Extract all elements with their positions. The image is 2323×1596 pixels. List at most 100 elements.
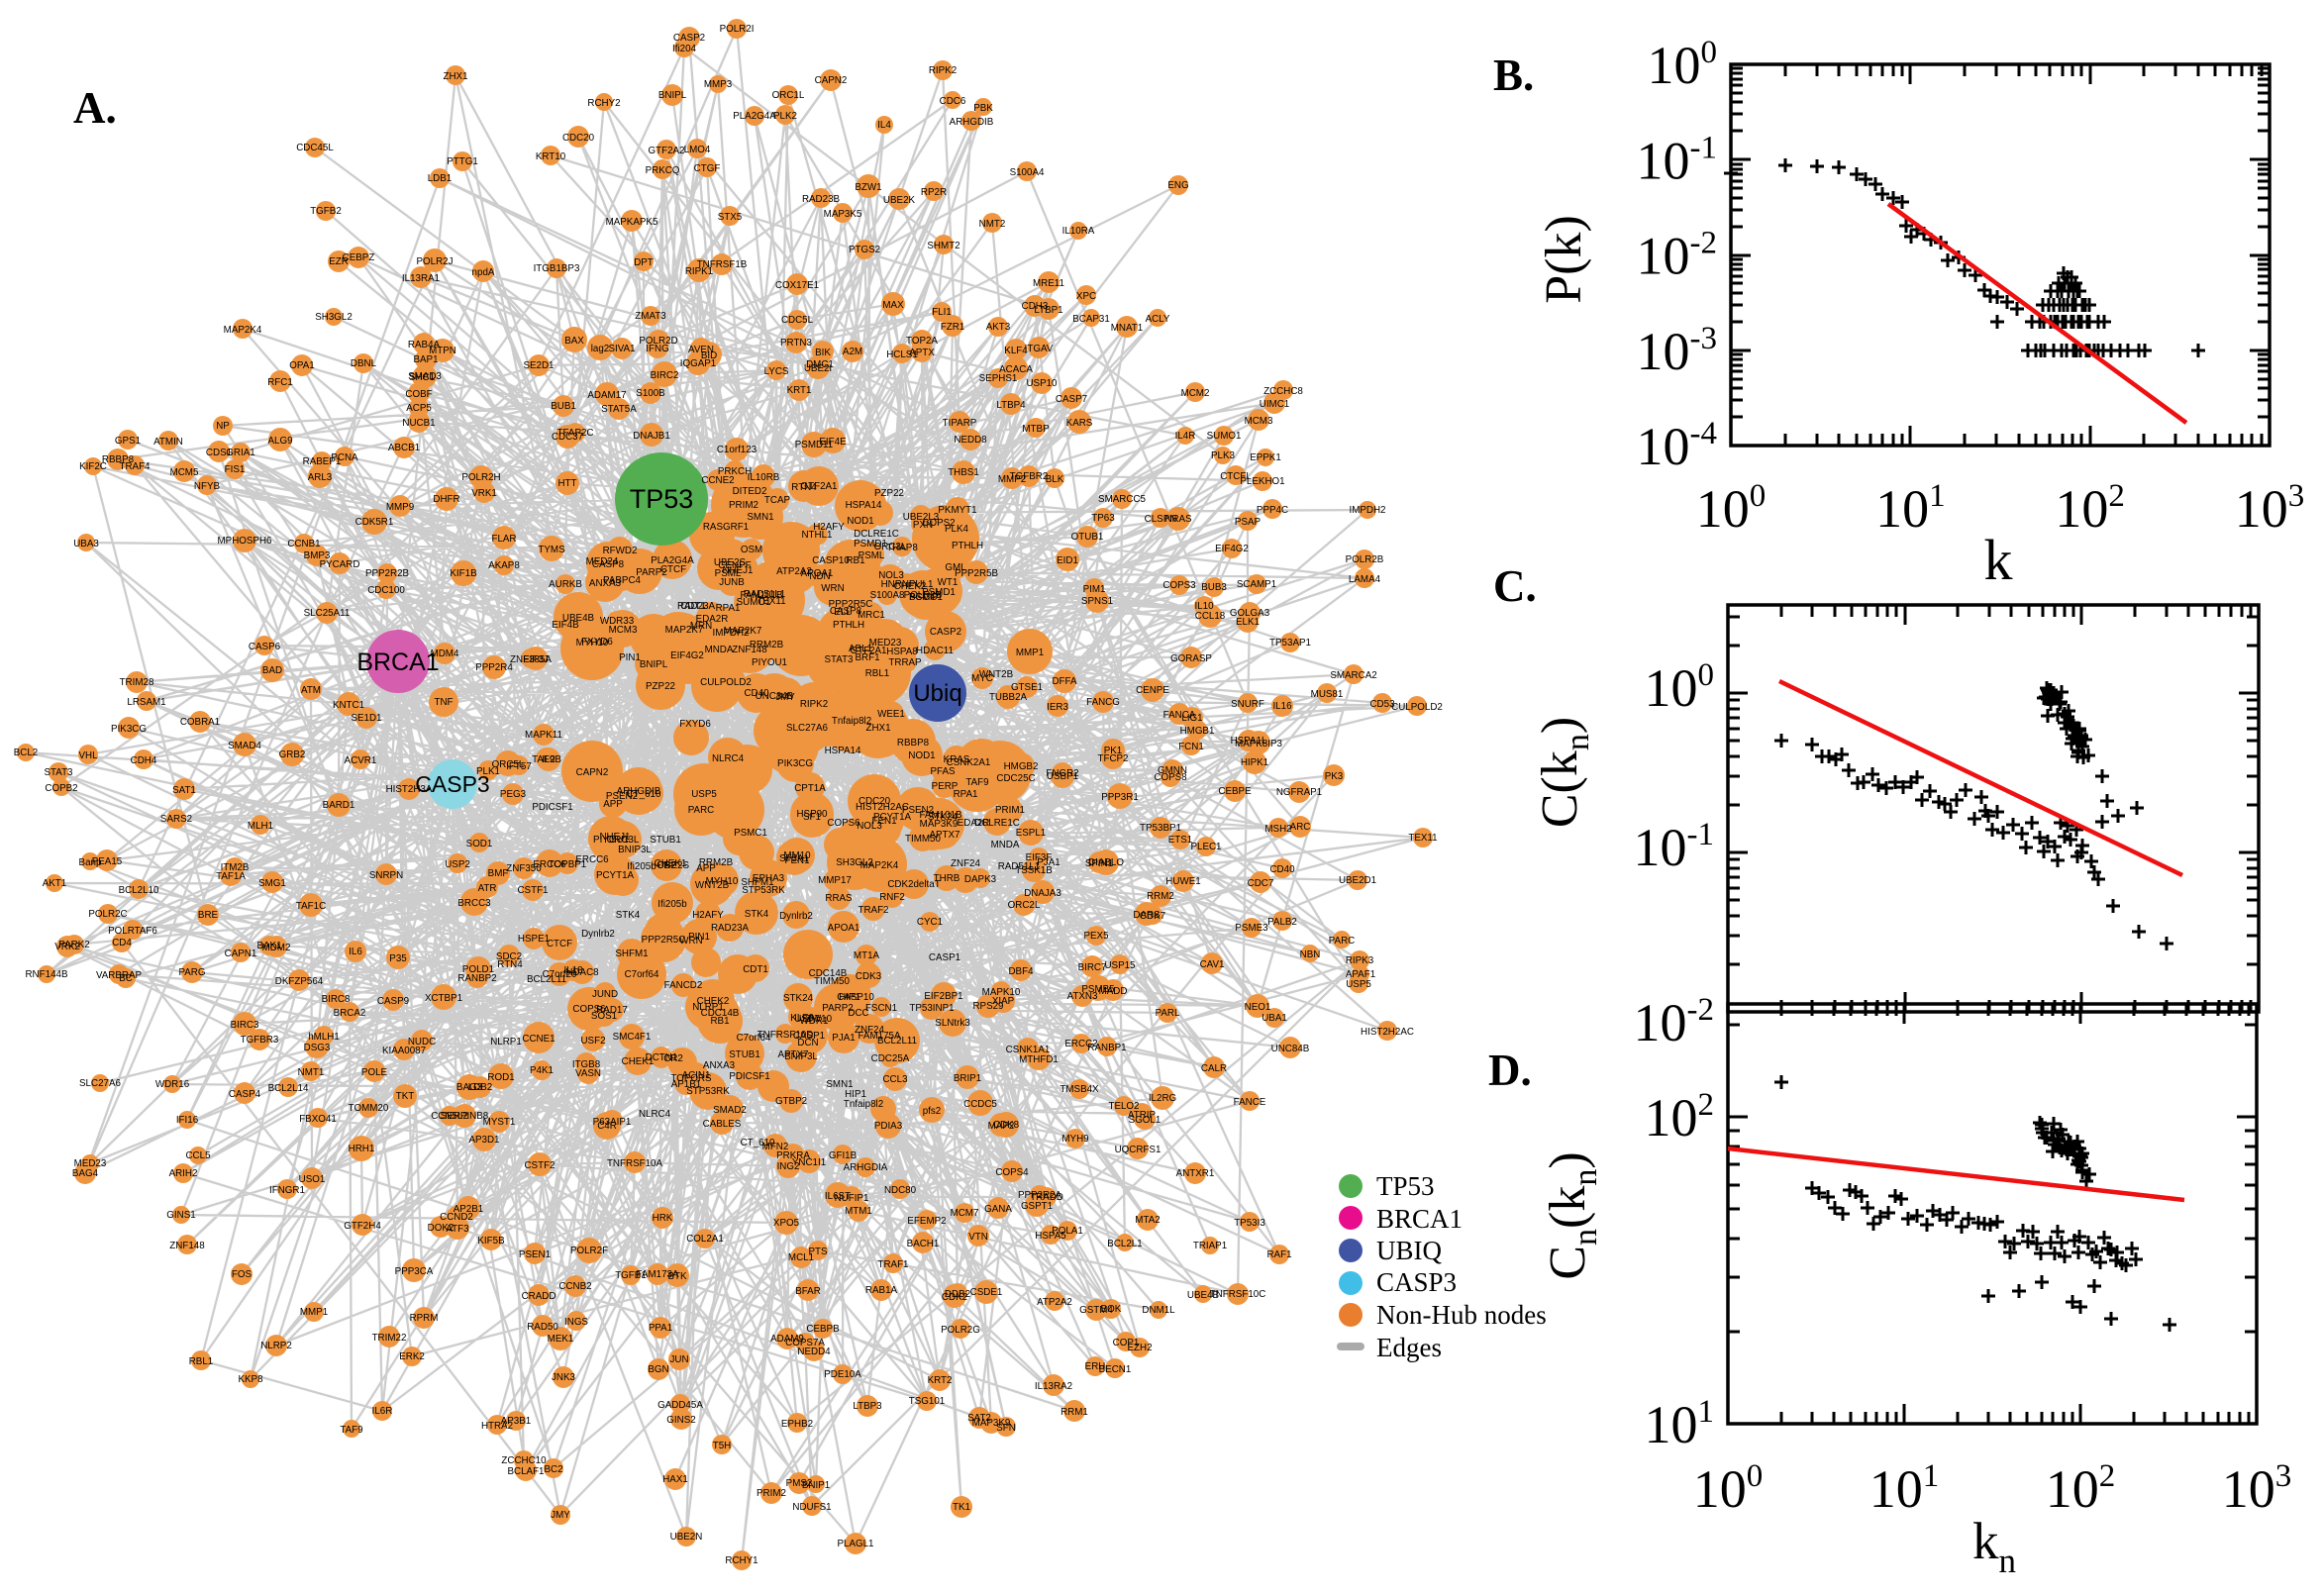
svg-text:TELO2: TELO2: [1108, 1101, 1139, 1112]
svg-text:DBF4: DBF4: [1008, 966, 1034, 977]
svg-text:SPNS1: SPNS1: [1081, 596, 1113, 607]
svg-text:H2AFY: H2AFY: [692, 910, 724, 921]
svg-text:RAD51L1: RAD51L1: [744, 589, 785, 600]
svg-text:RABEP1: RABEP1: [303, 456, 342, 467]
svg-text:PTTG1: PTTG1: [447, 156, 478, 167]
svg-text:CASP1: CASP1: [929, 952, 960, 963]
svg-text:SEPHS1: SEPHS1: [979, 373, 1018, 384]
svg-text:EIF3J: EIF3J: [523, 654, 549, 665]
svg-text:ALG9: ALG9: [267, 436, 292, 447]
svg-text:BRCA1: BRCA1: [1376, 1204, 1463, 1234]
svg-text:ZW10: ZW10: [806, 1014, 833, 1025]
svg-text:COP1: COP1: [1113, 1338, 1140, 1348]
svg-text:USP5: USP5: [691, 789, 717, 800]
svg-text:SMC4F1: SMC4F1: [613, 1032, 652, 1043]
svg-text:TK1: TK1: [953, 1502, 970, 1513]
svg-text:SARS2: SARS2: [160, 814, 192, 825]
svg-text:PRIM2: PRIM2: [757, 1488, 786, 1499]
svg-text:TRIAP1: TRIAP1: [1193, 1241, 1227, 1251]
svg-text:PLK1: PLK1: [476, 766, 500, 777]
svg-text:PFAS: PFAS: [930, 766, 956, 777]
svg-text:NLRC4: NLRC4: [712, 753, 745, 764]
svg-text:TRIM28: TRIM28: [120, 677, 154, 688]
svg-text:BCL2L14: BCL2L14: [268, 1083, 309, 1094]
svg-text:INGS: INGS: [564, 1317, 588, 1328]
svg-text:DCLRE1C: DCLRE1C: [854, 529, 899, 540]
svg-text:ATP2A2: ATP2A2: [1037, 1297, 1072, 1308]
svg-text:RP2R: RP2R: [921, 187, 947, 198]
svg-text:ANTXR1: ANTXR1: [1176, 1168, 1215, 1179]
svg-text:STX5: STX5: [718, 212, 743, 223]
svg-text:POLR2B: POLR2B: [1346, 554, 1384, 565]
svg-text:TRAF2: TRAF2: [858, 905, 888, 916]
svg-text:UBE2S: UBE2S: [714, 557, 747, 568]
svg-text:YNC1I1: YNC1I1: [792, 1157, 826, 1168]
svg-text:CSDE1: CSDE1: [970, 1287, 1003, 1298]
svg-text:BC2: BC2: [544, 1464, 562, 1475]
svg-text:PRKCQ: PRKCQ: [646, 165, 680, 176]
svg-text:SMARCC5: SMARCC5: [1098, 494, 1146, 505]
svg-text:GTF2A1: GTF2A1: [850, 646, 886, 656]
svg-text:D.: D.: [1488, 1046, 1532, 1095]
svg-text:FNGR2: FNGR2: [1046, 768, 1078, 779]
svg-text:JNK3: JNK3: [552, 1372, 576, 1383]
svg-text:IL10RA: IL10RA: [1062, 226, 1095, 237]
svg-text:IMPDH2: IMPDH2: [712, 628, 749, 639]
svg-text:IL2: IL2: [542, 754, 556, 765]
svg-text:PRIM2: PRIM2: [729, 500, 758, 511]
svg-text:EPHB2: EPHB2: [781, 1419, 813, 1430]
svg-text:ATF3: ATF3: [446, 1224, 469, 1235]
svg-text:HMGB2: HMGB2: [1004, 761, 1039, 772]
svg-text:CT_610: CT_610: [741, 1138, 775, 1148]
svg-text:TAF9: TAF9: [965, 777, 988, 788]
svg-text:KKP8: KKP8: [238, 1374, 263, 1385]
svg-text:ZNF24: ZNF24: [951, 858, 980, 869]
svg-text:MCL1: MCL1: [788, 1252, 814, 1263]
svg-text:SMN1: SMN1: [747, 512, 773, 523]
svg-text:SERPINB8: SERPINB8: [441, 1111, 489, 1122]
svg-text:MYST1: MYST1: [483, 1117, 516, 1128]
svg-text:ZCCHC8: ZCCHC8: [1263, 386, 1303, 397]
svg-text:NHEJ1: NHEJ1: [599, 832, 630, 843]
svg-text:Edges: Edges: [1376, 1333, 1442, 1362]
svg-text:MMP2: MMP2: [998, 474, 1026, 485]
svg-text:MRC1: MRC1: [858, 610, 885, 621]
svg-text:EIF2BP1: EIF2BP1: [924, 991, 962, 1002]
svg-text:PPP2R5B: PPP2R5B: [955, 568, 999, 579]
svg-text:BNIPL: BNIPL: [658, 90, 687, 101]
svg-text:ZHX1: ZHX1: [443, 71, 467, 82]
svg-text:KIAA0087: KIAA0087: [382, 1046, 426, 1056]
svg-text:KLF4: KLF4: [1004, 346, 1028, 356]
svg-text:RAD51L1: RAD51L1: [998, 861, 1040, 872]
svg-text:TKT: TKT: [396, 1091, 415, 1102]
svg-text:IFT57: IFT57: [506, 761, 532, 772]
svg-text:ZMAT3: ZMAT3: [635, 311, 666, 322]
svg-text:UNC84B: UNC84B: [756, 691, 794, 702]
svg-text:RTN4: RTN4: [791, 482, 817, 493]
svg-text:FANCG: FANCG: [1086, 697, 1120, 708]
svg-text:PKMYT1: PKMYT1: [938, 505, 976, 516]
svg-text:EIF4B: EIF4B: [552, 620, 579, 631]
svg-text:DDB2: DDB2: [945, 1289, 970, 1300]
svg-text:PJA1: PJA1: [1037, 857, 1060, 868]
svg-text:MCM7: MCM7: [951, 1208, 979, 1219]
svg-text:PDE10A: PDE10A: [824, 1369, 861, 1380]
svg-text:BIRC3: BIRC3: [231, 1020, 259, 1031]
svg-text:MAX: MAX: [882, 300, 904, 311]
svg-text:TOPBP1: TOPBP1: [549, 859, 586, 870]
svg-text:EIF4G2: EIF4G2: [1215, 544, 1249, 554]
svg-text:MCM5: MCM5: [170, 467, 199, 478]
svg-text:TCAP: TCAP: [764, 495, 791, 506]
svg-text:BCL2L11: BCL2L11: [877, 1036, 917, 1047]
svg-text:STP53RK: STP53RK: [742, 885, 785, 896]
svg-text:NFYB: NFYB: [194, 481, 221, 492]
svg-text:SMAD3: SMAD3: [408, 371, 442, 382]
svg-text:CASP6: CASP6: [249, 642, 281, 652]
svg-text:MRE11: MRE11: [1033, 278, 1064, 289]
svg-text:BMF: BMF: [488, 868, 509, 879]
svg-text:USF2: USF2: [580, 1036, 605, 1047]
svg-text:TGFB1: TGFB1: [615, 1270, 647, 1281]
svg-text:COPS6: COPS6: [827, 818, 860, 829]
svg-text:ACIN1: ACIN1: [682, 1070, 711, 1081]
svg-text:TP53: TP53: [630, 484, 694, 514]
